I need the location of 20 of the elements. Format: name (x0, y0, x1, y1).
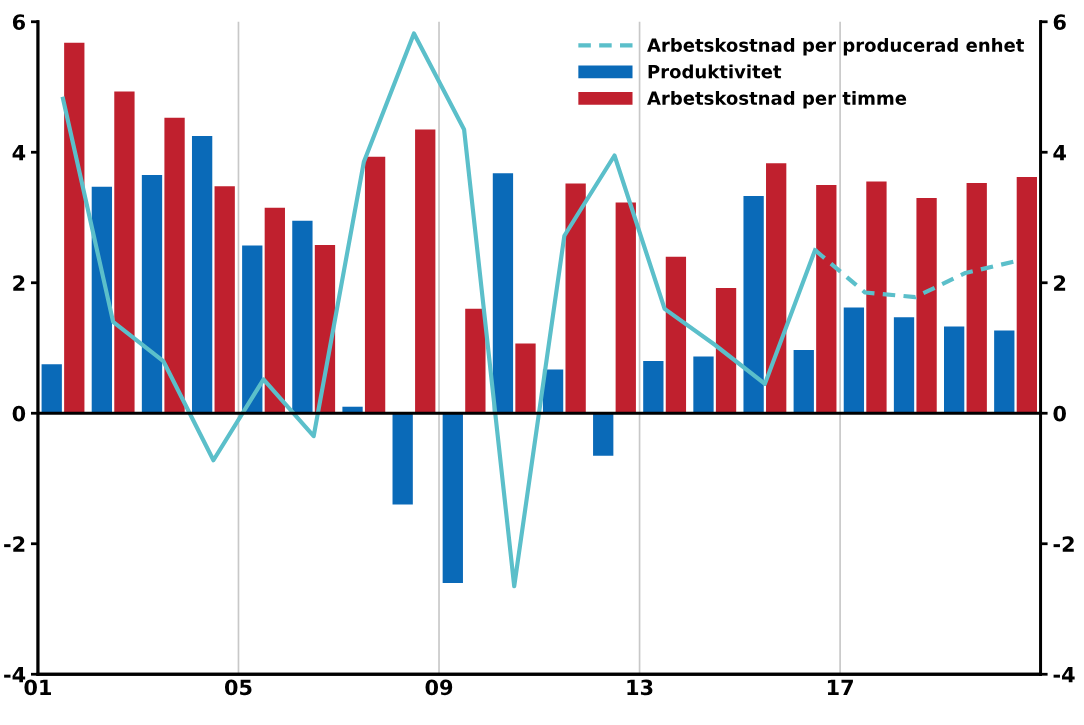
y2-tick-label: -2 (1053, 536, 1074, 552)
y-tick-label: 0 (12, 405, 26, 422)
legend-label: Produktivitet (648, 64, 782, 79)
x-tick-label: 01 (24, 679, 51, 696)
x-tick-label: 05 (224, 679, 252, 696)
y2-tick-label: 6 (1053, 14, 1066, 30)
x-tick-label: 13 (627, 679, 653, 696)
y2-tick-label: 4 (1053, 144, 1066, 161)
y-tick-label: 6 (12, 14, 26, 30)
y-tick-label: 2 (13, 275, 25, 291)
y-tick-label: -2 (4, 536, 25, 552)
y-tick-label: 4 (12, 144, 26, 161)
legend-label: Arbetskostnad per timme (647, 91, 907, 109)
y2-tick-label: 0 (1053, 405, 1066, 422)
x-tick-label: 17 (827, 679, 853, 695)
x-tick-label: 09 (425, 679, 453, 696)
legend-label: Arbetskostnad per producerad enhet (647, 38, 1024, 56)
y2-tick-label: 2 (1054, 275, 1066, 291)
y2-tick-label: -4 (1053, 666, 1075, 683)
y-tick-label: -4 (4, 666, 26, 683)
